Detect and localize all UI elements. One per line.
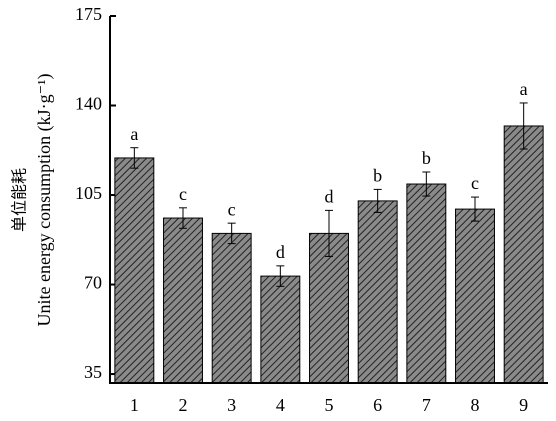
significance-letter: a: [520, 79, 528, 99]
y-tick-label: 70: [84, 273, 102, 293]
significance-letter: d: [325, 186, 334, 206]
bar: [455, 208, 495, 384]
x-tick-label: 5: [325, 395, 334, 415]
y-tick-label: 105: [75, 183, 102, 203]
x-tick-label: 7: [422, 395, 431, 415]
bar: [260, 275, 301, 384]
x-tick-label: 2: [179, 395, 188, 415]
significance-letter: d: [276, 242, 285, 262]
x-tick-label: 3: [227, 395, 236, 415]
bar: [211, 232, 252, 384]
significance-letter: b: [422, 148, 431, 168]
significance-letter: a: [130, 124, 138, 144]
x-tick-label: 9: [519, 395, 528, 415]
x-tick-label: 4: [276, 395, 285, 415]
y-tick-label: 140: [75, 94, 102, 114]
significance-letter: c: [179, 184, 187, 204]
significance-letter: b: [373, 166, 382, 186]
bar: [357, 200, 398, 384]
x-tick-label: 6: [373, 395, 382, 415]
bar: [114, 157, 155, 384]
y-axis-label-zh: 单位能耗: [10, 168, 29, 232]
bar: [503, 125, 544, 384]
y-axis-label: Unite energy consumption (kJ·g⁻¹): [34, 73, 55, 326]
bar: [163, 217, 203, 384]
x-tick-label: 8: [471, 395, 480, 415]
y-tick-label: 35: [84, 362, 102, 382]
bar: [406, 183, 447, 384]
y-tick-label: 175: [75, 4, 102, 24]
significance-letter: c: [228, 199, 236, 219]
significance-letter: c: [471, 173, 479, 193]
x-tick-label: 1: [130, 395, 139, 415]
